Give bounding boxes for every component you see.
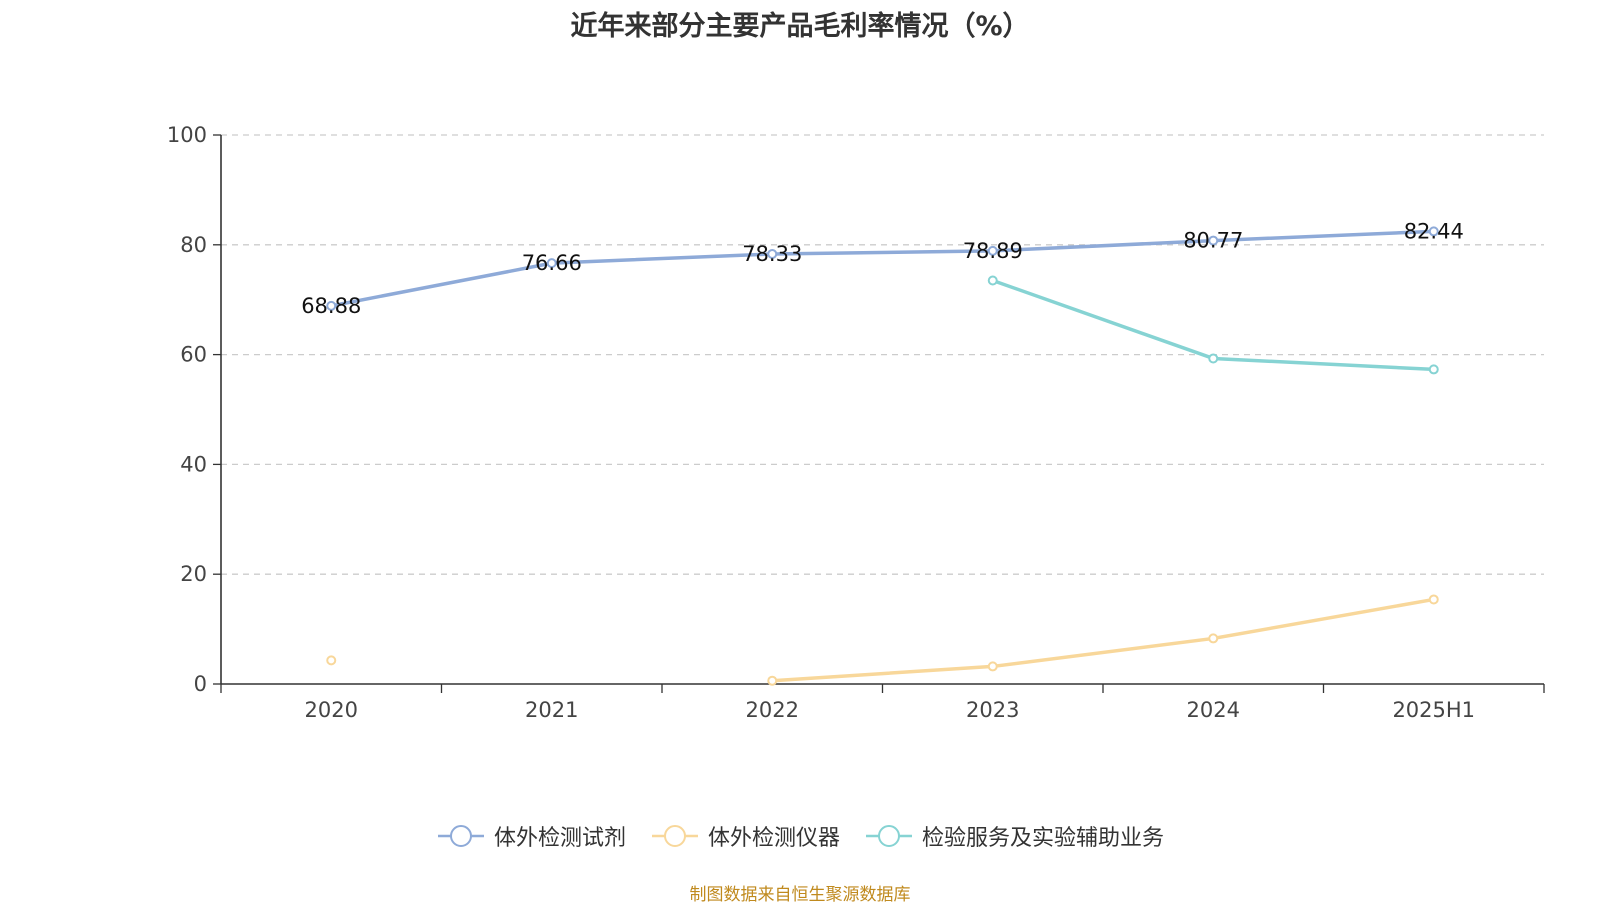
chart-title: 近年来部分主要产品毛利率情况（%） <box>570 11 1030 42</box>
data-point <box>987 661 998 672</box>
data-point <box>767 248 778 259</box>
legend-line-circle-icon <box>651 825 698 847</box>
legend-item[interactable]: 体外检测仪器 <box>650 820 840 852</box>
data-point <box>987 245 998 256</box>
axes: 0 20 40 60 80 100 2020 2021 2022 2023 2024 2025H1 <box>167 123 1545 722</box>
x-tick-label: 2024 <box>1187 698 1240 722</box>
x-tick-label: 2023 <box>966 698 1019 722</box>
legend-label: 检验服务及实验辅助业务 <box>922 826 1165 851</box>
series-2 <box>326 594 1439 686</box>
data-labels: 68.88 76.66 78.33 78.89 80.77 82.44 <box>301 219 1464 317</box>
y-tick-label: 20 <box>180 562 207 586</box>
legend-line-circle-icon <box>437 825 484 847</box>
data-point <box>1428 226 1439 237</box>
data-point <box>326 655 337 666</box>
series-lines <box>326 226 1439 686</box>
data-label: 78.33 <box>742 242 802 266</box>
y-tick-label: 40 <box>180 452 207 476</box>
x-tick-label: 2020 <box>305 698 358 722</box>
legend-line-circle-icon <box>866 825 912 847</box>
data-point <box>546 258 557 269</box>
legend-label: 体外检测仪器 <box>707 826 840 851</box>
y-tick-label: 60 <box>180 343 207 367</box>
y-tick-label: 80 <box>180 233 207 257</box>
data-point <box>1428 594 1439 605</box>
data-point <box>326 300 337 311</box>
y-tick-label: 100 <box>167 123 207 147</box>
source-note: 制图数据来自恒生聚源数据库 <box>689 885 911 905</box>
legend-item[interactable]: 检验服务及实验辅助业务 <box>864 820 1164 852</box>
series-line <box>329 229 1436 308</box>
x-tick-label: 2022 <box>746 698 799 722</box>
grid-lines <box>221 134 1544 575</box>
series-line <box>770 597 1436 683</box>
legend-label: 体外检测试剂 <box>493 826 626 851</box>
legend-item[interactable]: 体外检测试剂 <box>436 820 626 852</box>
data-point <box>1208 235 1219 246</box>
data-point <box>987 275 998 286</box>
data-point <box>767 675 778 686</box>
data-label: 78.89 <box>963 239 1023 263</box>
data-label: 82.44 <box>1404 219 1464 243</box>
series-3 <box>987 275 1439 375</box>
series-1 <box>326 226 1439 311</box>
y-tick-label: 0 <box>194 672 207 696</box>
legend: 体外检测试剂 体外检测仪器 检验服务及实验辅助业务 <box>0 820 1600 852</box>
data-label: 80.77 <box>1183 229 1243 253</box>
x-tick-label: 2025H1 <box>1392 698 1475 722</box>
x-tick-label: 2021 <box>525 698 578 722</box>
data-label: 68.88 <box>301 294 361 318</box>
data-label: 76.66 <box>522 251 582 275</box>
data-point <box>1428 364 1439 375</box>
data-point <box>1208 633 1219 644</box>
data-point <box>1208 353 1219 364</box>
